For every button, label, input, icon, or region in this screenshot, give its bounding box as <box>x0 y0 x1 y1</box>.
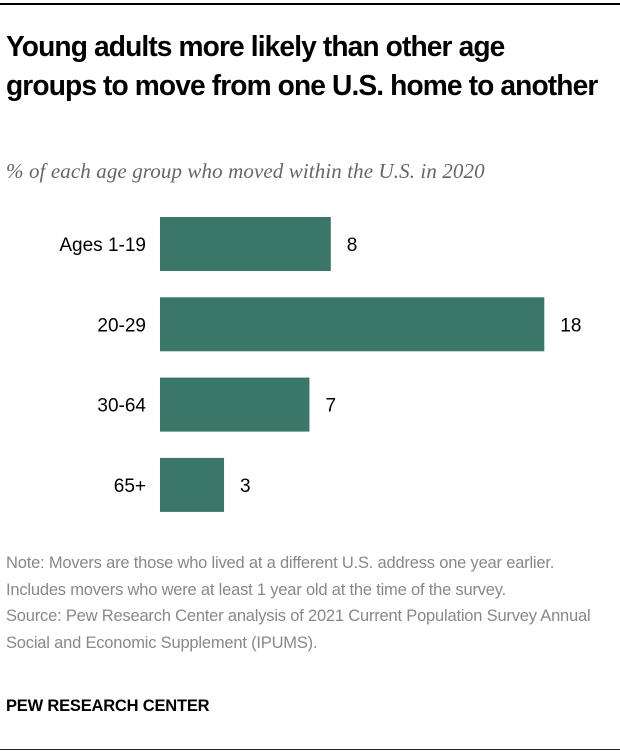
category-label: 30-64 <box>97 396 146 417</box>
value-label: 3 <box>240 476 251 497</box>
chart-notes: Note: Movers are those who lived at a di… <box>6 550 616 656</box>
bar <box>160 297 545 352</box>
value-label: 8 <box>347 235 358 256</box>
top-rule <box>0 3 620 5</box>
source-text: Source: Pew Research Center analysis of … <box>6 607 591 652</box>
bar <box>160 377 310 432</box>
bar <box>160 457 225 512</box>
category-label: Ages 1-19 <box>59 235 146 256</box>
note-text: Note: Movers are those who lived at a di… <box>6 554 555 599</box>
chart-title: Young adults more likely than other age … <box>6 31 598 102</box>
bottom-rule <box>0 749 620 750</box>
bar-chart: Ages 1-19 8 20-29 18 30-64 7 65+ 3 <box>59 217 581 512</box>
category-label: 65+ <box>114 476 146 497</box>
bars-group: Ages 1-19 8 20-29 18 30-64 7 65+ 3 <box>59 217 581 512</box>
category-label: 20-29 <box>97 315 146 336</box>
brand-label: PEW RESEARCH CENTER <box>6 697 210 715</box>
value-label: 18 <box>560 315 581 336</box>
chart-subtitle: % of each age group who moved within the… <box>6 159 485 183</box>
bar <box>160 217 331 271</box>
value-label: 7 <box>325 396 336 417</box>
